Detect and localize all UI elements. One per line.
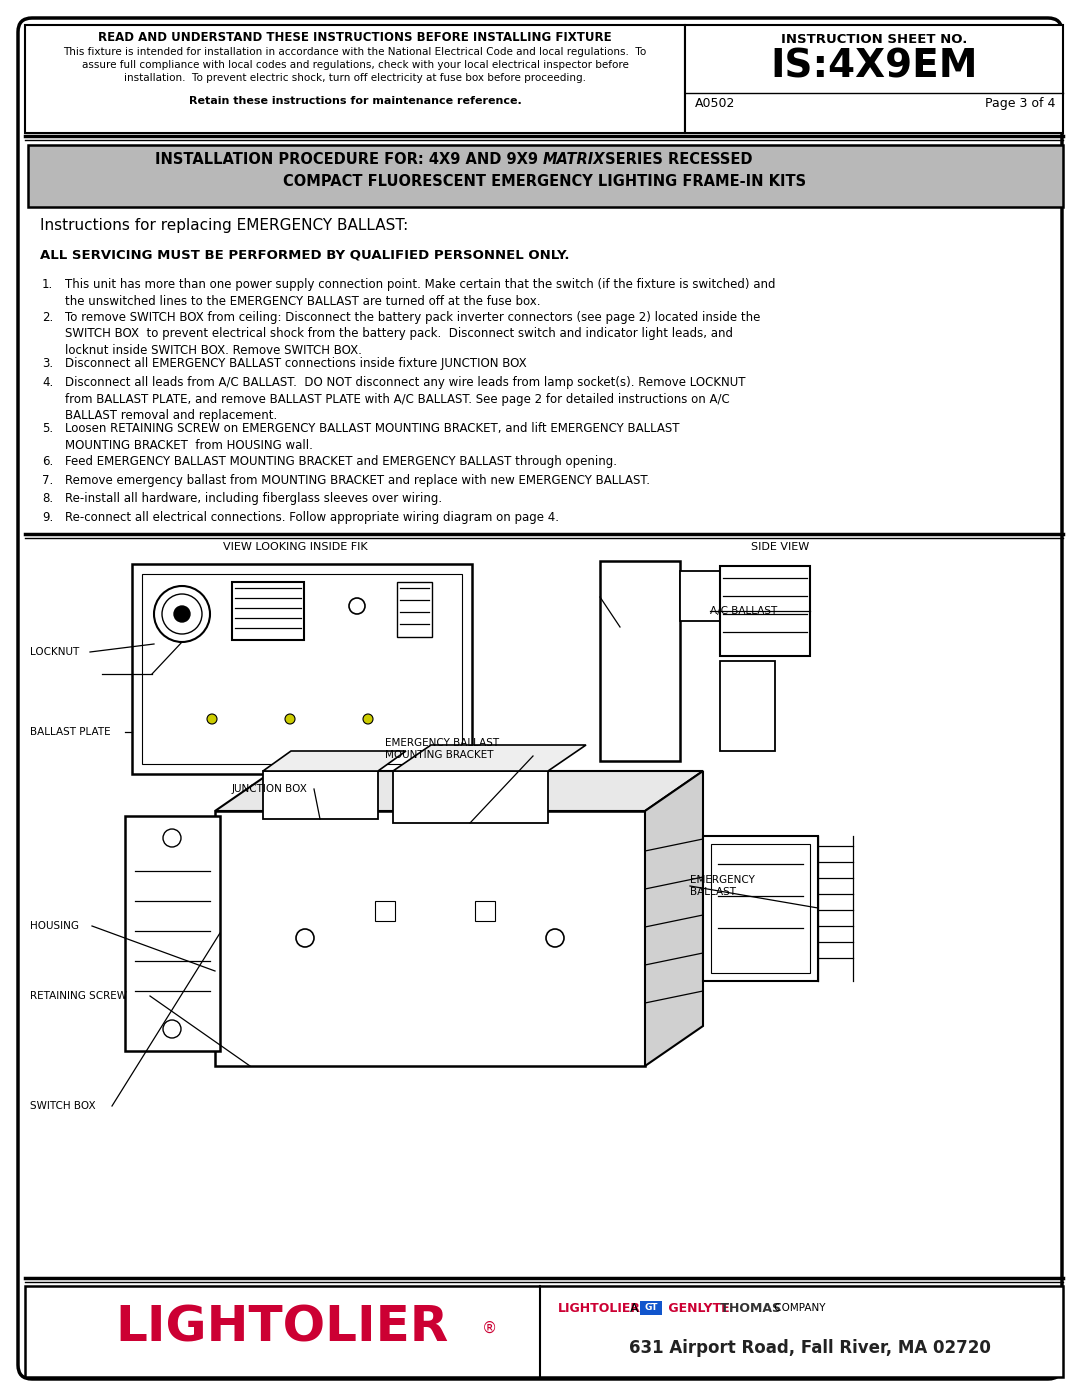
Circle shape <box>163 828 181 847</box>
Text: GT: GT <box>645 1303 658 1313</box>
Text: HOUSING: HOUSING <box>30 921 79 930</box>
Text: Instructions for replacing EMERGENCY BALLAST:: Instructions for replacing EMERGENCY BAL… <box>40 218 408 233</box>
Bar <box>264 771 378 819</box>
Circle shape <box>285 714 295 724</box>
Text: Loosen RETAINING SCREW on EMERGENCY BALLAST MOUNTING BRACKET, and lift EMERGENCY: Loosen RETAINING SCREW on EMERGENCY BALL… <box>65 422 679 453</box>
Text: To remove SWITCH BOX from ceiling: Disconnect the battery pack inverter connecto: To remove SWITCH BOX from ceiling: Disco… <box>65 310 760 358</box>
Polygon shape <box>393 745 586 771</box>
Bar <box>375 901 395 921</box>
Bar <box>711 844 810 972</box>
Circle shape <box>154 585 210 643</box>
Text: THOMAS: THOMAS <box>716 1302 781 1315</box>
Text: 1.: 1. <box>42 278 53 291</box>
Text: This unit has more than one power supply connection point. Make certain that the: This unit has more than one power supply… <box>65 278 775 307</box>
Bar <box>215 812 645 1066</box>
Text: A/C BALLAST: A/C BALLAST <box>710 606 778 616</box>
Bar <box>600 562 680 761</box>
Text: COMPANY: COMPANY <box>771 1303 825 1313</box>
Text: COMPACT FLUORESCENT EMERGENCY LIGHTING FRAME-IN KITS: COMPACT FLUORESCENT EMERGENCY LIGHTING F… <box>283 175 807 190</box>
Text: ®: ® <box>483 1320 498 1336</box>
Text: JUNCTION BOX: JUNCTION BOX <box>232 784 308 793</box>
Text: INSTALLATION PROCEDURE FOR: 4X9 AND 9X9: INSTALLATION PROCEDURE FOR: 4X9 AND 9X9 <box>154 152 543 168</box>
Text: SWITCH BOX: SWITCH BOX <box>30 1101 96 1111</box>
Bar <box>640 1301 662 1315</box>
Bar <box>680 571 720 622</box>
Polygon shape <box>645 771 703 1066</box>
Bar <box>25 25 685 133</box>
FancyBboxPatch shape <box>18 18 1062 1379</box>
Text: A0502: A0502 <box>696 96 735 110</box>
Text: installation.  To prevent electric shock, turn off electricity at fuse box befor: installation. To prevent electric shock,… <box>124 73 586 82</box>
Circle shape <box>546 929 564 947</box>
Circle shape <box>163 1020 181 1038</box>
Bar <box>28 145 1063 207</box>
Text: 3.: 3. <box>42 358 53 370</box>
Text: 631 Airport Road, Fall River, MA 02720: 631 Airport Road, Fall River, MA 02720 <box>629 1338 991 1356</box>
Text: READ AND UNDERSTAND THESE INSTRUCTIONS BEFORE INSTALLING FIXTURE: READ AND UNDERSTAND THESE INSTRUCTIONS B… <box>98 31 611 43</box>
Bar <box>720 566 810 657</box>
Bar <box>397 583 432 637</box>
Text: IS:4X9EM: IS:4X9EM <box>770 47 977 87</box>
Text: 4.: 4. <box>42 376 53 388</box>
Text: Remove emergency ballast from MOUNTING BRACKET and replace with new EMERGENCY BA: Remove emergency ballast from MOUNTING B… <box>65 474 650 486</box>
Text: LOCKNUT: LOCKNUT <box>30 647 79 657</box>
Bar <box>125 816 220 1051</box>
Bar <box>141 574 462 764</box>
Text: EMERGENCY BALLAST
MOUNTING BRACKET: EMERGENCY BALLAST MOUNTING BRACKET <box>384 738 499 760</box>
Text: BALLAST PLATE: BALLAST PLATE <box>30 726 110 738</box>
Text: Disconnect all leads from A/C BALLAST.  DO NOT disconnect any wire leads from la: Disconnect all leads from A/C BALLAST. D… <box>65 376 745 422</box>
Text: RETAINING SCREW: RETAINING SCREW <box>30 990 127 1002</box>
Bar <box>685 25 1063 133</box>
Text: Feed EMERGENCY BALLAST MOUNTING BRACKET and EMERGENCY BALLAST through opening.: Feed EMERGENCY BALLAST MOUNTING BRACKET … <box>65 455 617 468</box>
Text: INSTRUCTION SHEET NO.: INSTRUCTION SHEET NO. <box>781 34 968 46</box>
Text: Page 3 of 4: Page 3 of 4 <box>985 96 1055 110</box>
Text: LIGHTOLIER: LIGHTOLIER <box>116 1303 448 1352</box>
Circle shape <box>162 594 202 634</box>
Bar <box>25 1287 1063 1377</box>
Text: Re-install all hardware, including fiberglass sleeves over wiring.: Re-install all hardware, including fiber… <box>65 492 442 506</box>
Circle shape <box>363 714 373 724</box>
Polygon shape <box>215 771 703 812</box>
Bar <box>703 835 818 981</box>
Circle shape <box>349 598 365 615</box>
Bar <box>393 771 548 823</box>
Text: LIGHTOLIER: LIGHTOLIER <box>558 1302 642 1315</box>
Bar <box>720 661 775 752</box>
Circle shape <box>207 714 217 724</box>
Text: Retain these instructions for maintenance reference.: Retain these instructions for maintenanc… <box>189 96 522 106</box>
Text: 5.: 5. <box>42 422 53 436</box>
Text: Re-connect all electrical connections. Follow appropriate wiring diagram on page: Re-connect all electrical connections. F… <box>65 511 559 524</box>
Text: MATRIX: MATRIX <box>543 152 606 168</box>
Text: VIEW LOOKING INSIDE FIK: VIEW LOOKING INSIDE FIK <box>222 542 367 552</box>
Text: SERIES RECESSED: SERIES RECESSED <box>600 152 753 168</box>
Text: assure full compliance with local codes and regulations, check with your local e: assure full compliance with local codes … <box>82 60 629 70</box>
Text: This fixture is intended for installation in accordance with the National Electr: This fixture is intended for installatio… <box>64 47 647 57</box>
Circle shape <box>296 929 314 947</box>
Bar <box>132 564 472 774</box>
Text: 7.: 7. <box>42 474 53 486</box>
Bar <box>475 901 495 921</box>
Text: 6.: 6. <box>42 455 53 468</box>
Text: SIDE VIEW: SIDE VIEW <box>751 542 809 552</box>
Text: 9.: 9. <box>42 511 53 524</box>
Bar <box>232 583 303 640</box>
Text: ALL SERVICING MUST BE PERFORMED BY QUALIFIED PERSONNEL ONLY.: ALL SERVICING MUST BE PERFORMED BY QUALI… <box>40 249 569 261</box>
Circle shape <box>174 606 190 622</box>
Text: EMERGENCY
BALLAST: EMERGENCY BALLAST <box>690 875 755 897</box>
Text: A: A <box>626 1302 643 1315</box>
Text: GENLYTE: GENLYTE <box>664 1302 730 1315</box>
Text: 2.: 2. <box>42 310 53 324</box>
Text: Disconnect all EMERGENCY BALLAST connections inside fixture JUNCTION BOX: Disconnect all EMERGENCY BALLAST connect… <box>65 358 527 370</box>
Text: 8.: 8. <box>42 492 53 506</box>
Polygon shape <box>264 752 406 771</box>
